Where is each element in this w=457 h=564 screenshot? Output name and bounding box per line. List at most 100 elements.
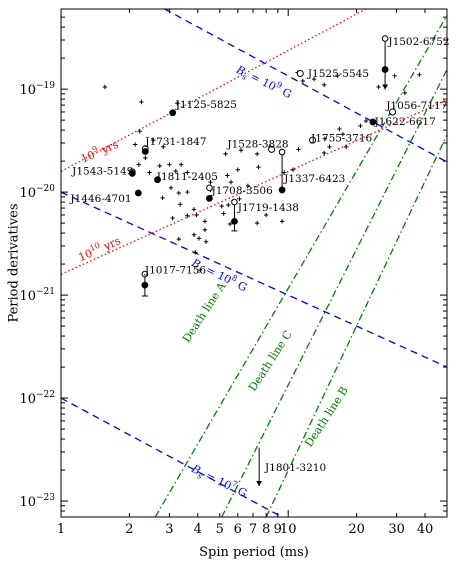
upper-limit-arrowhead xyxy=(382,84,389,90)
background-pulsar-point xyxy=(337,126,342,132)
background-pulsar-point xyxy=(256,164,261,170)
new-pulsar-point xyxy=(169,109,177,117)
background-pulsar-point xyxy=(168,185,174,191)
background-pulsar-point xyxy=(279,219,285,224)
background-pulsar-point xyxy=(202,219,208,224)
background-pulsar-point xyxy=(321,82,327,88)
death-line-label: Death line B xyxy=(302,384,351,449)
field-label-exponent: 8 xyxy=(230,273,239,283)
y-tick-exponent: −21 xyxy=(36,287,55,297)
age-label-unit: yrs xyxy=(99,234,123,254)
background-pulsar-point xyxy=(185,170,190,175)
background-pulsar-point xyxy=(296,147,301,152)
y-tick-label: 10−22 xyxy=(19,390,55,407)
y-tick-exponent: −23 xyxy=(36,493,55,503)
field-line xyxy=(61,397,283,517)
new-pulsar-point xyxy=(381,66,389,73)
age-label-exponent: 9 xyxy=(91,144,99,154)
new-pulsar-point xyxy=(389,108,397,116)
field-label-unit: G xyxy=(277,84,294,101)
open-marker xyxy=(381,35,389,42)
background-pulsar-point xyxy=(363,118,369,124)
y-tick-mantissa: 10 xyxy=(19,186,36,201)
background-pulsar-point xyxy=(143,155,148,161)
background-pulsar-point xyxy=(219,203,224,209)
field-label-unit: G xyxy=(232,483,249,500)
x-tick-label: 1 xyxy=(57,522,65,537)
background-pulsar-point xyxy=(358,123,363,129)
background-pulsar-point xyxy=(208,179,213,185)
new-pulsar-point xyxy=(268,145,276,153)
pulsar-name-label: J1622-6617 xyxy=(374,116,436,128)
upper-limit-arrowhead xyxy=(256,481,263,487)
background-pulsar-point xyxy=(300,78,306,84)
background-pulsar-point xyxy=(254,220,260,226)
background-pulsar-point xyxy=(203,239,209,244)
x-tick-label: 9 xyxy=(274,522,282,537)
background-pulsar-point xyxy=(322,136,328,141)
background-pulsar-point xyxy=(376,84,381,90)
x-tick-label: 4 xyxy=(194,522,202,537)
pulsar-name-label: J1056-7117 xyxy=(385,100,447,112)
pulsar-name-label: J1543-5149 xyxy=(71,166,133,178)
background-pulsar-point xyxy=(136,162,141,167)
open-marker xyxy=(141,270,149,278)
open-marker xyxy=(206,184,213,192)
background-pulsar-point xyxy=(196,236,202,241)
background-pulsar-point xyxy=(176,236,182,242)
new-pulsar-point xyxy=(206,194,213,202)
field-label-subscript: s xyxy=(196,471,204,481)
background-pulsar-point xyxy=(228,179,234,185)
field-line xyxy=(61,191,447,368)
background-pulsar-point xyxy=(175,101,180,106)
field-line-label: Bs = 107 G xyxy=(188,460,250,502)
age-label-unit: yrs xyxy=(96,138,120,158)
age-label-mantissa: 10 xyxy=(76,247,94,265)
new-pulsar-point xyxy=(134,189,142,197)
background-pulsar-point xyxy=(178,202,183,207)
background-pulsar-point xyxy=(161,144,166,150)
background-pulsar-point xyxy=(193,250,198,255)
field-line xyxy=(164,9,447,163)
background-pulsar-point xyxy=(417,72,422,77)
pulsar-name-label: J1125-5825 xyxy=(175,99,237,111)
new-pulsar-point xyxy=(296,69,304,77)
y-tick-label: 10−19 xyxy=(19,81,55,98)
background-pulsar-point xyxy=(147,170,152,175)
field-label-equals: = 10 xyxy=(245,69,278,94)
x-tick-label: 2 xyxy=(125,522,133,537)
new-pulsar-point xyxy=(141,148,149,155)
background-pulsar-point xyxy=(167,162,172,167)
background-pulsar-point xyxy=(194,212,199,218)
x-tick-label: 10 xyxy=(280,522,297,537)
pulsar-name-label: J1337-6423 xyxy=(283,173,345,185)
background-pulsar-point xyxy=(238,148,244,153)
background-pulsar-point xyxy=(245,183,251,189)
x-tick-label: 8 xyxy=(262,522,270,537)
pulsar-name-label: J1719-1438 xyxy=(237,202,299,214)
background-pulsar-point xyxy=(281,170,287,175)
background-pulsar-point xyxy=(227,221,233,227)
death-line-label: Death line A xyxy=(180,279,229,345)
x-tick-label: 3 xyxy=(165,522,173,537)
new-pulsar-point xyxy=(154,176,161,184)
background-pulsar-point xyxy=(311,76,317,82)
pulsar-name-label: J1755-3716 xyxy=(310,132,373,144)
new-pulsar-point xyxy=(369,118,377,126)
new-pulsar-point xyxy=(141,281,149,289)
pulsar-name-label: J1017-7156 xyxy=(144,264,207,276)
background-pulsar-point xyxy=(225,173,230,178)
background-pulsar-point xyxy=(157,163,162,169)
background-pulsar-point xyxy=(392,73,397,78)
age-label-mantissa: 10 xyxy=(79,148,97,166)
y-tick-mantissa: 10 xyxy=(19,392,36,407)
background-pulsar-point xyxy=(176,190,182,196)
background-pulsar-point xyxy=(340,132,346,137)
death-line xyxy=(154,15,447,517)
x-tick-label: 40 xyxy=(417,522,434,537)
background-pulsar-point xyxy=(137,129,142,134)
age-line xyxy=(61,9,367,172)
pulsar-name-label: J1528-3828 xyxy=(226,139,288,151)
background-pulsar-point xyxy=(191,232,197,238)
new-pulsar-point xyxy=(309,136,317,144)
